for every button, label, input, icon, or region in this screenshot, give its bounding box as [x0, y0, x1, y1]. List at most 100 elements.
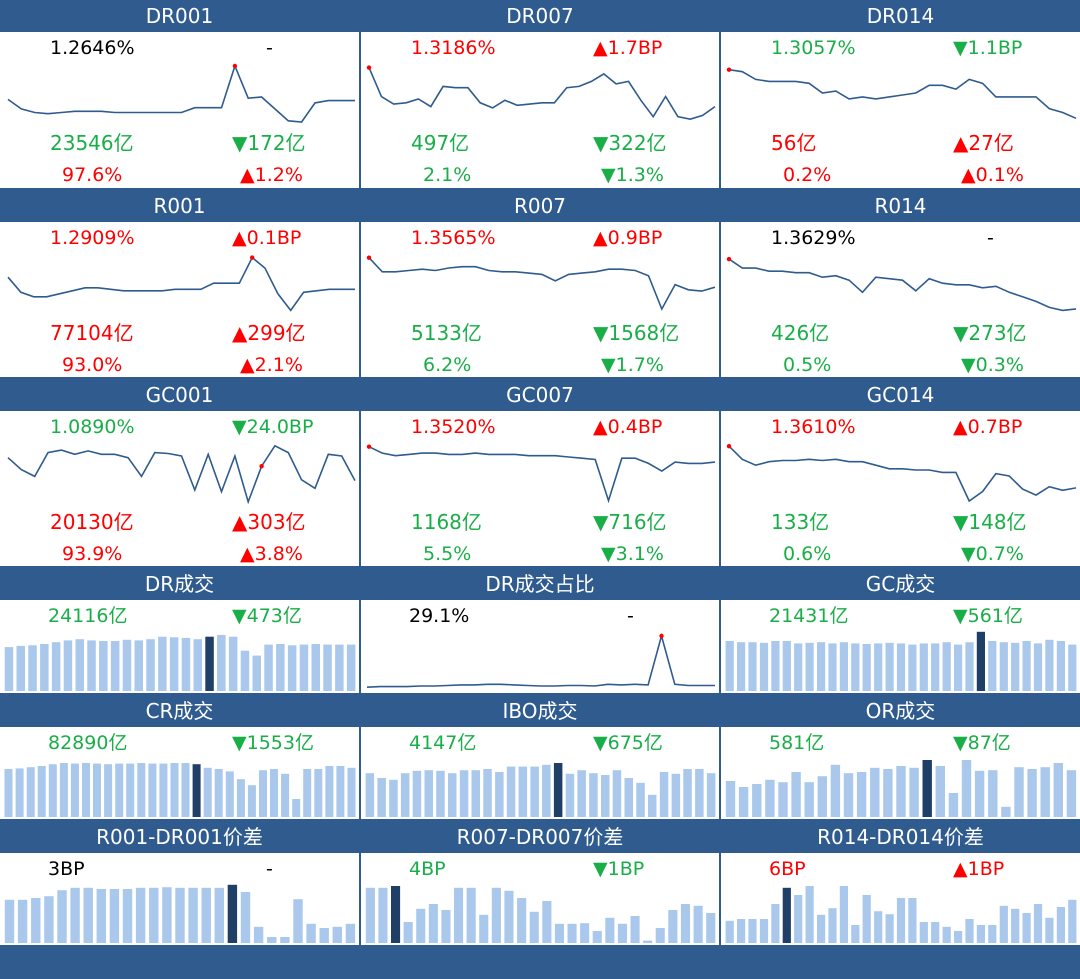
rate-value: 1.3520%: [411, 416, 496, 438]
bar: [896, 898, 906, 943]
bar-chart: [4, 884, 356, 943]
panel-gc001: GC001 1.0890% ▼24.0BP 20130亿 ▲303亿 93.9% ▲3.8%: [0, 379, 359, 566]
rate-change: ▲1BP: [953, 858, 1005, 880]
latest-bar: [553, 763, 563, 817]
bar: [706, 773, 716, 817]
bar: [26, 767, 35, 817]
bar: [655, 928, 665, 943]
bar: [577, 770, 586, 817]
bar: [919, 922, 928, 943]
series-line: [7, 63, 355, 123]
bar: [683, 769, 692, 817]
sparkline-chart: [726, 67, 1077, 120]
bar: [1068, 899, 1077, 943]
rate-value: 82890亿: [48, 732, 128, 754]
volume-value: 77104亿: [50, 321, 134, 345]
share-change: ▲3.8%: [240, 543, 303, 565]
bar: [441, 910, 451, 943]
panel-title: DR014: [721, 0, 1080, 32]
bar: [896, 643, 906, 691]
latest-point-marker: [726, 67, 732, 72]
bar: [134, 640, 143, 691]
bar: [565, 773, 575, 817]
sparkline-chart: [7, 255, 355, 312]
volume-change: ▲303亿: [232, 510, 306, 534]
bar: [122, 639, 132, 691]
rate-value: 1.2646%: [50, 37, 135, 59]
rate-value: 1.3610%: [771, 416, 856, 438]
sparkline-chart: [366, 255, 716, 311]
latest-point-marker: [659, 633, 664, 639]
rate-change: ▼87亿: [953, 732, 1011, 754]
bar: [306, 923, 316, 943]
bar: [4, 899, 15, 943]
bar: [843, 773, 854, 817]
panel-gc007: GC007 1.3520% ▲0.4BP 1168亿 ▼716亿 5.5% ▼3.1%: [361, 379, 719, 566]
volume-change: ▲299亿: [232, 321, 306, 345]
bar: [862, 644, 871, 691]
bar: [870, 767, 880, 817]
bar-chart: [4, 634, 356, 692]
rate-value: 581亿: [769, 732, 825, 754]
bar: [885, 642, 894, 691]
panel-title: CR成交: [0, 695, 359, 727]
latest-bar: [205, 636, 214, 691]
bar: [1014, 767, 1024, 817]
panel-r014: R014 1.3629% - 426亿 ▼273亿 0.5% ▼0.3%: [721, 190, 1080, 377]
bar: [839, 642, 848, 691]
series-line: [368, 445, 716, 504]
bar: [264, 644, 273, 691]
bar: [954, 644, 963, 691]
bar: [203, 767, 212, 817]
share-change: ▼0.7%: [961, 543, 1024, 565]
panel-r001-dr001-: R001-DR001价差 3BP -: [0, 821, 359, 945]
share-value: 2.1%: [423, 164, 472, 186]
panel-title: GC成交: [721, 568, 1080, 600]
latest-point-marker: [726, 444, 732, 449]
bar: [365, 887, 375, 943]
bar: [126, 763, 135, 817]
panel-title: DR成交: [0, 568, 359, 600]
rate-change: ▲0.4BP: [593, 416, 663, 438]
bar: [817, 776, 827, 817]
bar: [794, 643, 803, 691]
latest-bar: [922, 760, 932, 817]
panel-r007: R007 1.3565% ▲0.9BP 5133亿 ▼1568亿 6.2% ▼1.7%: [361, 190, 719, 377]
rate-value: 4147亿: [409, 732, 477, 754]
volume-change: ▼148亿: [953, 510, 1027, 534]
share-change: ▲0.1%: [961, 164, 1024, 186]
series-line: [368, 257, 716, 311]
bar: [1068, 644, 1077, 691]
volume-value: 133亿: [771, 510, 830, 534]
series-line: [366, 632, 715, 688]
panel-gc014: GC014 1.3610% ▲0.7BP 133亿 ▼148亿 0.6% ▼0.7%: [721, 379, 1080, 566]
bar: [605, 917, 615, 943]
bar: [1022, 913, 1031, 943]
bar: [601, 775, 610, 817]
bar: [259, 770, 267, 817]
bar: [908, 644, 917, 691]
bar: [345, 923, 356, 943]
bar: [680, 904, 690, 943]
bar: [1056, 907, 1065, 943]
rate-change: -: [266, 37, 273, 59]
panel-title: DR001: [0, 0, 359, 32]
rate-change: ▲1.7BP: [593, 37, 663, 59]
bar: [148, 763, 157, 817]
bar: [648, 794, 657, 817]
bar: [965, 642, 974, 691]
bar: [483, 769, 492, 817]
bar: [93, 763, 101, 817]
bar: [974, 770, 985, 817]
latest-point-marker: [366, 255, 372, 260]
rate-change: ▼1BP: [593, 858, 645, 880]
bar: [181, 637, 191, 691]
bar: [346, 644, 356, 691]
bar-chart: [725, 886, 1077, 943]
bar: [193, 639, 202, 691]
share-change: ▼1.7%: [601, 354, 664, 376]
bar: [935, 766, 945, 817]
bar: [240, 892, 251, 943]
bar: [737, 642, 746, 691]
